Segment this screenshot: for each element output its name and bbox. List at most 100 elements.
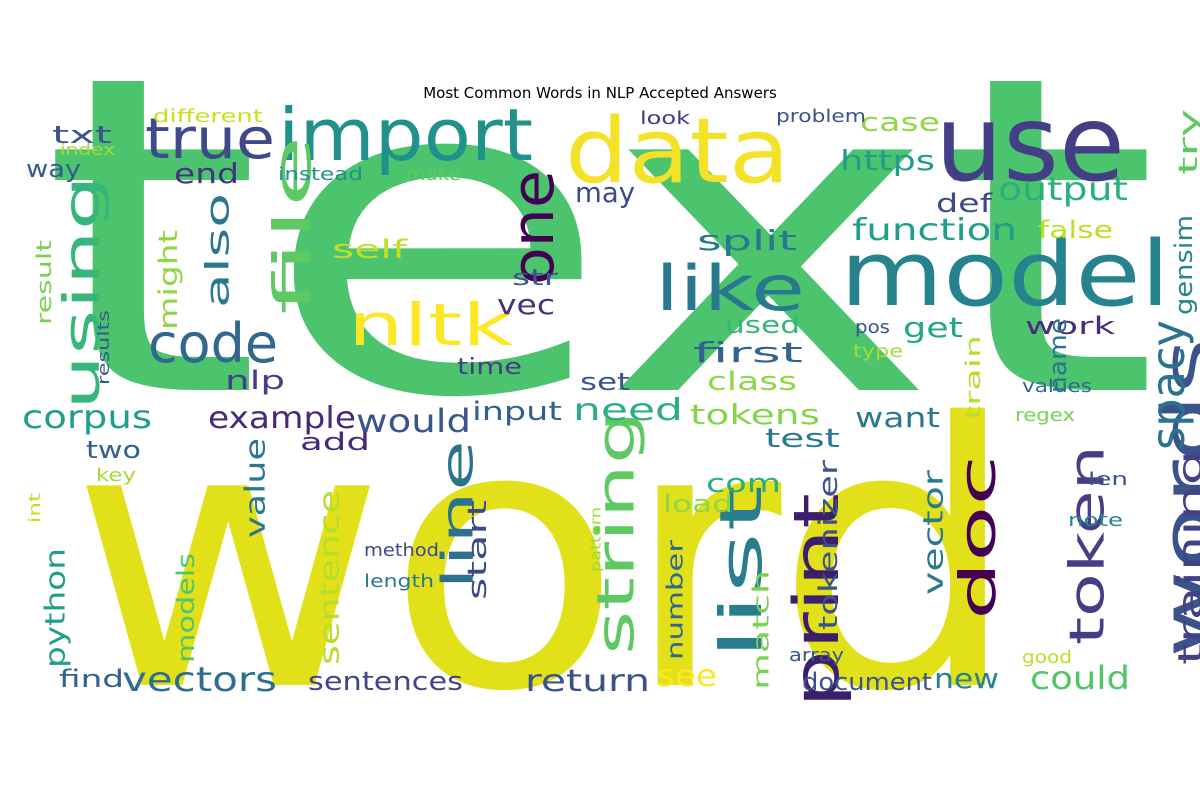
word-new: new xyxy=(934,662,999,695)
word-doc: doc xyxy=(949,455,1007,620)
word-load: load xyxy=(663,490,733,518)
word-results: results xyxy=(94,310,113,385)
word-spacy: spacy xyxy=(1141,320,1195,450)
word-false: false xyxy=(1038,216,1113,244)
word-file: file xyxy=(263,135,323,315)
word-vectors: vectors xyxy=(122,660,277,700)
word-split: split xyxy=(697,224,797,257)
word-sentence: sentence xyxy=(313,490,346,665)
word-type: type xyxy=(853,341,903,362)
word-two: two xyxy=(86,436,141,464)
word-way: way xyxy=(26,155,81,183)
chart-title: Most Common Words in NLP Accepted Answer… xyxy=(423,84,777,102)
word-example: example xyxy=(208,401,356,436)
word-start: start xyxy=(463,500,493,600)
word-key: key xyxy=(96,465,136,486)
word-regex: regex xyxy=(1015,405,1075,426)
word-result: result xyxy=(32,240,56,325)
word-return: return xyxy=(525,664,650,699)
word-values: values xyxy=(1022,376,1092,397)
word-train: train xyxy=(961,335,985,420)
word-data: data xyxy=(565,99,790,204)
word-method: method xyxy=(364,540,439,561)
word-output: output xyxy=(998,170,1128,208)
word-string: string xyxy=(586,410,646,655)
word-token: token xyxy=(1060,445,1116,645)
word-print: print xyxy=(780,493,853,708)
word-com: com xyxy=(706,469,781,499)
word-len: len xyxy=(1088,469,1128,490)
word-def: def xyxy=(936,189,993,219)
word-true: true xyxy=(145,107,275,172)
word-str: str xyxy=(512,266,559,291)
word-line: line xyxy=(433,440,484,590)
word-function: function xyxy=(852,213,1017,248)
word-nlp: nlp xyxy=(225,366,285,396)
word-instead: instead xyxy=(278,164,363,185)
word-vector: vector xyxy=(917,469,950,595)
word-name: name xyxy=(1044,318,1072,393)
word-pos: pos xyxy=(855,317,890,338)
word-look: look xyxy=(640,108,691,129)
word-index: index xyxy=(60,140,115,159)
word-try: try xyxy=(1174,109,1200,175)
word-could: could xyxy=(1030,659,1130,697)
word-words: words xyxy=(1147,338,1200,658)
word-need: need xyxy=(573,393,683,428)
word-nltk: nltk xyxy=(348,291,514,359)
word-one: one xyxy=(499,170,567,285)
word-import: import xyxy=(278,93,533,177)
word-text: text xyxy=(40,0,1160,494)
word-note: note xyxy=(1068,510,1123,531)
word-using: using xyxy=(53,175,111,410)
word-like: like xyxy=(655,252,805,325)
word-model: model xyxy=(840,222,1170,327)
word-also: also xyxy=(199,193,237,308)
word-sentences: sentences xyxy=(308,667,463,697)
word-pattern: pattern xyxy=(588,507,604,572)
word-code: code xyxy=(148,312,278,375)
word-class: class xyxy=(707,367,797,397)
word-txt: txt xyxy=(52,121,112,149)
word-list: list xyxy=(707,485,775,660)
word-might: might xyxy=(154,230,184,330)
word-corpus: corpus xyxy=(22,398,152,436)
word-tokens: tokens xyxy=(690,398,820,431)
word-gensim: gensim xyxy=(1170,215,1198,315)
word-different: different xyxy=(153,106,263,127)
word-good: good xyxy=(1022,647,1072,668)
word-int: int xyxy=(25,493,44,523)
word-work: work xyxy=(1025,312,1115,340)
word-first: first xyxy=(693,336,803,369)
word-end: end xyxy=(174,157,239,190)
word-https: https xyxy=(840,144,935,177)
word-time: time xyxy=(457,355,522,380)
word-would: would xyxy=(356,402,471,440)
word-find: find xyxy=(59,665,124,693)
word-case: case xyxy=(860,108,940,138)
word-training: training xyxy=(1171,450,1200,665)
word-number: number xyxy=(663,539,688,660)
word-word: word xyxy=(70,347,1020,772)
word-add: add xyxy=(300,428,370,456)
word-vec: vec xyxy=(497,288,555,321)
word-may: may xyxy=(575,176,635,209)
word-models: models xyxy=(172,553,200,663)
word-document: document xyxy=(802,668,932,696)
word-use: use xyxy=(935,83,1125,205)
word-length: length xyxy=(364,571,434,592)
word-set: set xyxy=(580,368,630,396)
word-self: self xyxy=(332,235,408,265)
word-match: match xyxy=(749,570,774,690)
word-value: value xyxy=(239,438,272,538)
word-used: used xyxy=(725,311,800,339)
word-make: make xyxy=(406,164,461,185)
word-problem: problem xyxy=(776,106,866,127)
word-get: get xyxy=(903,311,963,344)
word-tokenizer: tokenizer xyxy=(814,460,844,630)
word-array: array xyxy=(789,645,844,666)
word-want: want xyxy=(855,401,940,434)
word-input: input xyxy=(472,397,562,427)
word-test: test xyxy=(765,424,840,454)
